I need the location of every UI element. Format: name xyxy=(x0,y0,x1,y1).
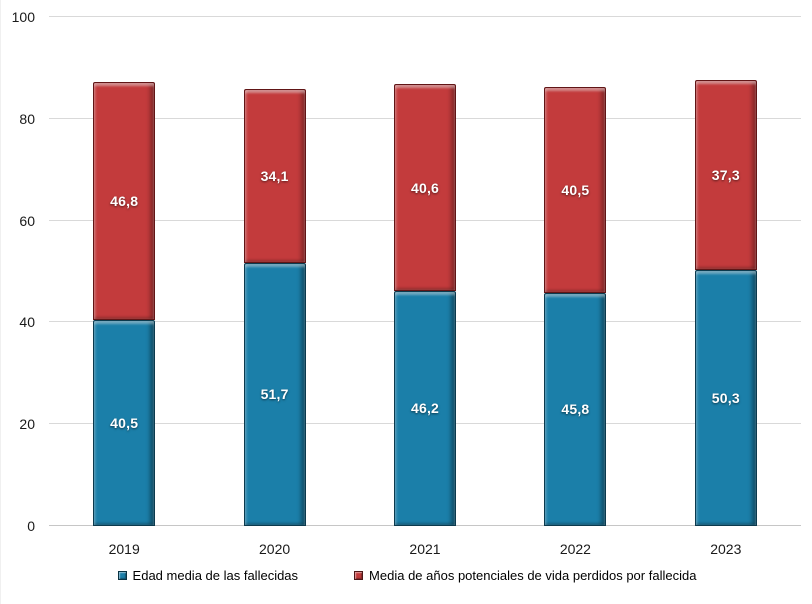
bar-value-label: 40,6 xyxy=(410,179,440,196)
bar-value-label: 50,3 xyxy=(711,389,740,406)
bar-segment-edad-media: 45,8 xyxy=(544,292,607,526)
legend-label: Edad media de las fallecidas xyxy=(132,568,299,583)
x-tick-label: 2019 xyxy=(108,541,140,557)
bar-value-label: 46,8 xyxy=(110,192,139,209)
bar-segment-anos-perdidos: 40,5 xyxy=(544,86,607,293)
gridline xyxy=(49,16,801,17)
x-tick-label: 2023 xyxy=(710,541,742,557)
bar-value-label: 40,5 xyxy=(561,181,590,198)
x-tick-label: 2021 xyxy=(409,541,441,557)
bar-segment-edad-media: 40,5 xyxy=(93,319,156,526)
y-axis: 0 20 40 60 80 100 xyxy=(1,10,41,533)
y-tick-label: 60 xyxy=(19,212,35,229)
legend-marker-icon xyxy=(354,571,364,580)
legend-item-edad-media: Edad media de las fallecidas xyxy=(117,568,299,583)
bar-segment-anos-perdidos: 34,1 xyxy=(243,89,306,263)
y-tick-label: 20 xyxy=(19,416,35,433)
legend-item-anos-perdidos: Media de años potenciales de vida perdid… xyxy=(354,569,696,582)
y-tick-label: 40 xyxy=(19,314,35,331)
bar-value-label: 51,7 xyxy=(260,386,289,403)
bar-value-label: 37,3 xyxy=(711,167,740,184)
bar-segment-anos-perdidos: 46,8 xyxy=(93,81,156,320)
bar-value-label: 45,8 xyxy=(561,401,590,418)
legend: Edad media de las fallecidas Media de año… xyxy=(1,569,812,582)
bar-segment-edad-media: 51,7 xyxy=(243,262,306,526)
bar-segment-edad-media: 50,3 xyxy=(694,269,757,526)
y-tick-label: 0 xyxy=(27,518,35,534)
bar-value-label: 34,1 xyxy=(260,168,289,185)
legend-label: Media de años potenciales de vida perdid… xyxy=(369,568,697,583)
bar-value-label: 40,5 xyxy=(110,414,139,431)
bar-segment-edad-media: 46,2 xyxy=(394,290,456,526)
x-tick-label: 2022 xyxy=(559,541,591,557)
y-tick-label: 80 xyxy=(19,110,35,127)
bar-segment-anos-perdidos: 37,3 xyxy=(694,80,757,270)
bars-layer: 40,5 46,8 51,7 34,1 46,2 40,6 45,8 40,5 50,3 37,3 xyxy=(49,17,801,526)
x-tick-label: 2020 xyxy=(259,541,291,557)
plot-area: 40,5 46,8 51,7 34,1 46,2 40,6 45,8 40,5 50,3 37,3 xyxy=(49,16,801,526)
y-tick-label: 100 xyxy=(11,9,35,25)
bar-segment-anos-perdidos: 40,6 xyxy=(394,84,456,291)
bar-value-label: 46,2 xyxy=(410,400,440,417)
legend-marker-icon xyxy=(117,571,127,580)
x-axis: 2019 2020 2021 2022 2023 xyxy=(49,534,801,556)
